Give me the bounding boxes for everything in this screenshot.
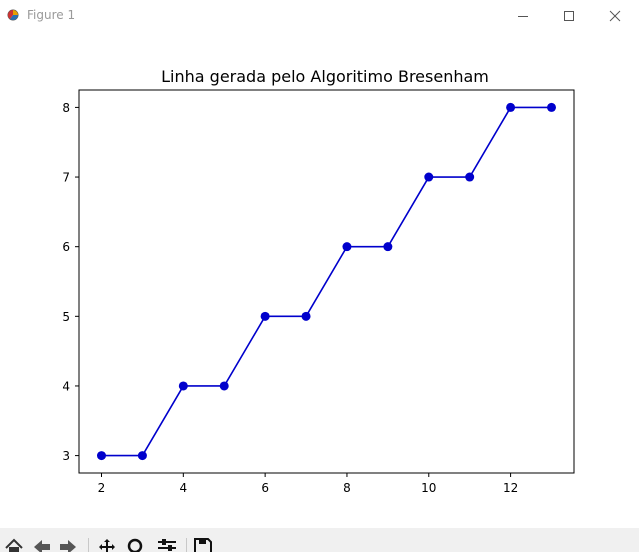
- zoom-icon: [127, 538, 143, 552]
- line-chart: Linha gerada pelo Algoritimo Bresenham 2…: [62, 67, 575, 495]
- data-point: [547, 102, 556, 112]
- toolbar-separator: [88, 538, 89, 552]
- y-tick-label: 6: [62, 240, 70, 254]
- data-point: [301, 311, 311, 321]
- axes-layer: 2 4 6 8 10 12 3 4 5 6 7 8: [62, 89, 575, 495]
- configure-subplots-button[interactable]: [156, 538, 178, 552]
- navigation-toolbar: [0, 528, 639, 552]
- y-tick-label: 7: [62, 171, 70, 185]
- pan-button[interactable]: [96, 538, 118, 552]
- close-icon: [609, 10, 621, 21]
- save-button[interactable]: [193, 538, 213, 552]
- data-point: [97, 451, 106, 461]
- close-button[interactable]: [592, 0, 638, 31]
- x-tick-label: 4: [179, 481, 187, 495]
- figure-canvas: Linha gerada pelo Algoritimo Bresenham 2…: [0, 31, 639, 528]
- forward-button[interactable]: [58, 538, 78, 552]
- maximize-icon: [564, 10, 574, 21]
- minimize-icon: [518, 15, 528, 17]
- home-icon: [5, 538, 23, 552]
- window-title: Figure 1: [27, 8, 76, 22]
- y-tick-label: 8: [62, 101, 70, 115]
- x-tick-label: 2: [98, 481, 106, 495]
- chart-title: Linha gerada pelo Algoritimo Bresenham: [161, 67, 489, 86]
- toolbar-separator: [186, 538, 187, 552]
- back-button[interactable]: [32, 538, 52, 552]
- data-point: [137, 451, 147, 461]
- configure-subplots-icon: [158, 539, 176, 551]
- data-point: [219, 381, 229, 391]
- x-tick-label: 8: [343, 481, 351, 495]
- minimize-button[interactable]: [500, 0, 546, 31]
- back-icon: [34, 540, 50, 552]
- series-layer: [97, 102, 556, 461]
- x-tick-label: 10: [421, 481, 436, 495]
- data-point: [260, 311, 270, 321]
- y-tick-label: 5: [62, 310, 70, 324]
- data-point: [424, 172, 434, 182]
- zoom-button[interactable]: [126, 538, 146, 552]
- data-point: [383, 242, 393, 252]
- series-line: [101, 106, 552, 457]
- data-point: [178, 381, 188, 391]
- y-tick-label: 3: [62, 449, 70, 463]
- data-point: [506, 102, 516, 112]
- data-point: [465, 172, 475, 182]
- window-titlebar: Figure 1: [0, 0, 639, 31]
- pan-icon: [99, 539, 115, 552]
- x-tick-label: 6: [261, 481, 269, 495]
- y-tick-label: 4: [62, 379, 70, 393]
- save-icon: [194, 538, 212, 552]
- plot-frame: [78, 89, 575, 474]
- home-button[interactable]: [4, 538, 24, 552]
- x-tick-label: 12: [503, 481, 518, 495]
- app-icon: [6, 7, 22, 23]
- data-point: [342, 242, 352, 252]
- forward-icon: [60, 540, 76, 552]
- maximize-button[interactable]: [546, 0, 592, 31]
